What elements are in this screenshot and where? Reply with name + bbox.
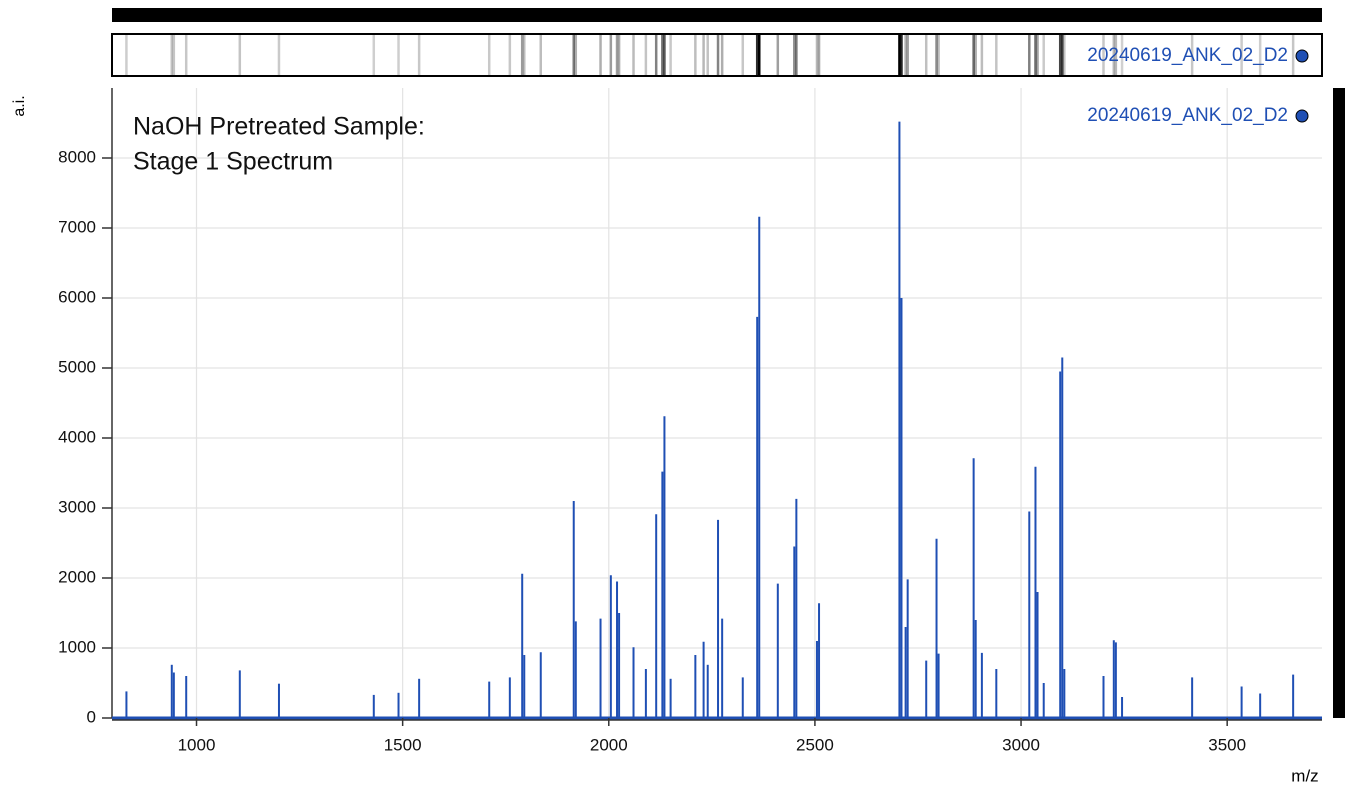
top-bar <box>112 8 1322 22</box>
annotation: NaOH Pretreated Sample: <box>133 113 425 141</box>
y-axis-label: a.i. <box>11 95 28 116</box>
y-tick-label: 1000 <box>58 637 96 656</box>
y-tick-label: 7000 <box>58 217 96 236</box>
x-axis-label: m/z <box>1291 766 1318 785</box>
grid <box>112 88 1322 718</box>
spectrum <box>126 122 1293 718</box>
legend-dot <box>1296 110 1308 122</box>
x-tick-label: 2000 <box>590 735 628 754</box>
x-tick-label: 2500 <box>796 735 834 754</box>
x-tick-label: 1000 <box>178 735 216 754</box>
y-tick-label: 4000 <box>58 427 96 446</box>
legend-label: 20240619_ANK_02_D2 <box>1087 105 1288 126</box>
x-tick-label: 1500 <box>384 735 422 754</box>
x-tick-label: 3500 <box>1208 735 1246 754</box>
y-tick-label: 6000 <box>58 287 96 306</box>
y-tick-label: 8000 <box>58 147 96 166</box>
y-tick-label: 5000 <box>58 357 96 376</box>
y-tick-label: 2000 <box>58 567 96 586</box>
annotation: Stage 1 Spectrum <box>133 148 333 176</box>
side-bar <box>1333 88 1345 718</box>
legend-dot <box>1296 50 1308 62</box>
y-tick-label: 3000 <box>58 497 96 516</box>
y-tick-label: 0 <box>87 707 96 726</box>
chart: a.i. m/z NaOH Pretreated Sample: Stage 1… <box>0 0 1351 792</box>
page: {"chart_data": {"type": "stem", "annotat… <box>0 0 1351 792</box>
x-tick-label: 3000 <box>1002 735 1040 754</box>
strip-legend: 20240619_ANK_02_D2 <box>1087 45 1288 66</box>
